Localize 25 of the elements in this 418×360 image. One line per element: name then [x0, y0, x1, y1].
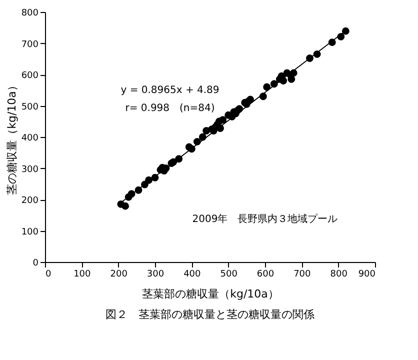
x-tick-label: 0 [46, 270, 52, 280]
y-tick-label: 600 [21, 71, 39, 81]
text: 図２ 茎葉部の糖収量と茎の糖収量の関係 [106, 308, 314, 321]
y-tick-label: 100 [21, 227, 39, 238]
annotation: r= 0.998 (n=84) [125, 103, 215, 114]
x-tick-label: 600 [256, 270, 274, 280]
y-axis-title: 茎の糖収量（kg/10a） [5, 80, 18, 195]
y-tick-label: 700 [21, 40, 39, 50]
x-tick-label: 800 [330, 270, 348, 280]
x-tick-label: 400 [184, 270, 202, 280]
x-tick-label: 900 [358, 270, 376, 280]
x-tick-label: 500 [220, 270, 238, 280]
y-tick-label: 500 [21, 102, 39, 112]
y-tick-label: 800 [21, 8, 39, 18]
y-tick-label: 200 [21, 196, 39, 206]
x-tick-label: 100 [74, 270, 92, 280]
annotation: 2009年 長野県内３地域プール [192, 213, 338, 225]
x-tick-label: 200 [110, 270, 128, 280]
y-tick-label: 400 [21, 134, 39, 144]
x-axis-title: 茎葉部の糖収量（kg/10a） [142, 288, 279, 300]
x-tick-label: 300 [146, 270, 164, 280]
x-tick-label: 700 [294, 270, 312, 280]
annotation: y = 0.8965x + 4.89 [120, 85, 220, 96]
y-tick-label: 0 [32, 258, 39, 268]
y-tick-label: 300 [21, 164, 39, 175]
